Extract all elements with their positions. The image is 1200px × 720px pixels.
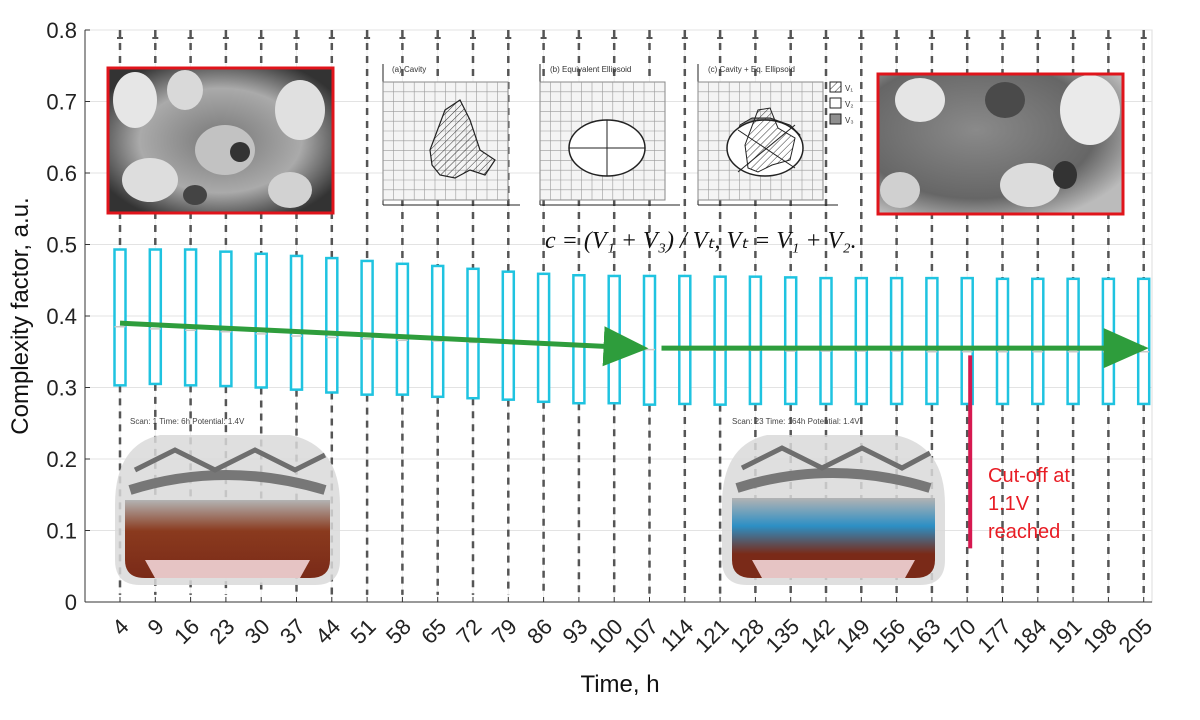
cutoff-label-line1: Cut-off at [988,465,1070,487]
box-65 [430,264,445,399]
x-tick-label-86: 86 [522,614,557,649]
x-tick-label-107: 107 [619,614,663,658]
box-51 [360,259,374,396]
complexity-formula: c = (V₁ + V₃) / Vₜ, Vₜ = V₁ + V₂. [545,228,857,254]
x-tick-label-30: 30 [240,614,275,649]
x-tick-label-23: 23 [204,614,239,649]
x-tick-label-72: 72 [452,614,487,649]
x-tick-label-198: 198 [1078,614,1122,658]
scan-label-right: Scan: 23 Time: 164h Potential: 1.4V [732,417,860,426]
x-tick-label-58: 58 [381,614,416,649]
box-156 [889,276,904,406]
complexity-schematic: (a) Cavity (b) Equivalent Ellipsoid (c) … [382,64,854,206]
x-tick-label-184: 184 [1008,614,1052,658]
panel-a-cavity: (a) Cavity [382,64,520,206]
y-axis-title: Complexity factor, a.u. [7,197,34,434]
y-tick-label-7: 0.7 [46,90,77,115]
y-tick-label-4: 0.4 [46,304,77,329]
box-4 [113,248,127,387]
box-135 [783,276,798,406]
x-tick-label-170: 170 [937,614,981,658]
box-149 [854,276,869,406]
panel-c-combined: (c) Cavity + Eq. Ellipsoid [697,64,838,206]
y-tick-label-2: 0.2 [46,447,77,472]
tomography-inset-right [876,72,1125,216]
panel-c-title: (c) Cavity + Eq. Ellipsoid [708,65,795,74]
x-tick-label-191: 191 [1043,614,1087,658]
x-tick-label-177: 177 [972,614,1016,658]
x-axis: 4 9 16 23 30 37 44 51 58 65 72 79 86 9310010711412112… [85,597,1157,657]
legend-v1: V₁ [845,84,853,93]
box-9 [148,248,163,386]
panel-a-title: (a) Cavity [392,65,426,74]
x-axis-title: Time, h [580,671,659,698]
scan-label-left: Scan: 1 Time: 6h Potential: 1.4V [130,417,245,426]
legend-v2: V₂ [845,100,853,109]
y-tick-label-0: 0 [65,590,77,615]
tomography-inset-left [106,66,335,215]
y-tick-label-3: 0.3 [46,376,77,401]
box-121 [713,275,727,406]
legend-v3: V₃ [845,116,854,125]
box-100 [607,274,621,405]
x-tick-label-205: 205 [1114,614,1158,658]
box-198 [1101,277,1116,406]
x-tick-label-128: 128 [725,614,769,658]
box-93 [572,273,586,405]
box-37 [289,254,304,391]
box-177 [995,277,1010,406]
y-axis: 0 0.1 0.2 0.3 0.4 0.5 0.6 0.7 0.8 [46,18,90,615]
panel-b-title: (b) Equivalent Ellipsoid [550,65,631,74]
x-tick-label-51: 51 [346,614,381,649]
cutoff-label-line3: reached [988,521,1060,543]
box-16 [183,248,198,387]
schematic-legend: V₁ V₂ V₃ [829,81,854,125]
box-163 [925,276,939,406]
box-30 [254,252,268,389]
box-72 [466,267,480,400]
box-23 [219,250,233,388]
box-184 [1031,277,1045,406]
x-tick-label-16: 16 [169,614,204,649]
box-114 [678,274,692,406]
x-tick-label-100: 100 [584,614,628,658]
x-tick-label-44: 44 [310,614,345,649]
trend-arrow-1 [119,320,649,367]
x-tick-label-9: 9 [142,614,168,640]
x-tick-label-142: 142 [796,614,840,658]
box-86 [536,272,551,404]
x-tick-label-156: 156 [866,614,910,658]
x-tick-label-79: 79 [487,614,522,649]
cell-render-right: Scan: 23 Time: 164h Potential: 1.4V [722,417,945,585]
box-79 [501,270,516,401]
x-tick-label-135: 135 [761,614,805,658]
trend-arrows [119,320,1149,369]
cutoff-label-line2: 1.1V [988,493,1030,515]
box-58 [395,262,410,396]
box-205 [1136,277,1151,406]
cell-render-left: Scan: 1 Time: 6h Potential: 1.4V [115,417,340,585]
box-128 [748,275,763,406]
x-tick-label-149: 149 [831,614,875,658]
panel-b-ellipsoid: (b) Equivalent Ellipsoid [539,64,680,206]
x-tick-label-163: 163 [902,614,946,658]
box-142 [819,276,833,406]
x-tick-label-121: 121 [690,614,734,658]
y-tick-label-5: 0.5 [46,233,77,258]
box-191 [1066,277,1080,406]
x-tick-label-37: 37 [275,614,310,649]
box-107 [642,274,657,406]
x-tick-label-114: 114 [656,614,698,656]
box-44 [325,256,339,394]
box-170 [960,276,974,406]
x-tick-label-4: 4 [107,614,133,640]
y-tick-label-8: 0.8 [46,18,77,43]
y-tick-label-1: 0.1 [46,519,77,544]
y-tick-label-6: 0.6 [46,161,77,186]
x-tick-label-65: 65 [416,614,451,649]
